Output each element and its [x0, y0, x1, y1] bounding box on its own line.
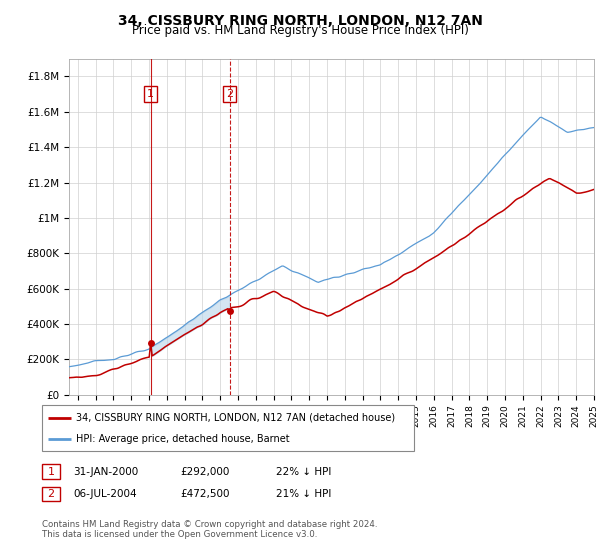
Text: 22% ↓ HPI: 22% ↓ HPI: [276, 466, 331, 477]
Text: 34, CISSBURY RING NORTH, LONDON, N12 7AN: 34, CISSBURY RING NORTH, LONDON, N12 7AN: [118, 14, 482, 28]
Text: 06-JUL-2004: 06-JUL-2004: [73, 489, 137, 499]
Text: Price paid vs. HM Land Registry's House Price Index (HPI): Price paid vs. HM Land Registry's House …: [131, 24, 469, 36]
Text: £472,500: £472,500: [180, 489, 229, 499]
Text: 1: 1: [47, 466, 55, 477]
Text: 1: 1: [147, 89, 154, 99]
Text: 21% ↓ HPI: 21% ↓ HPI: [276, 489, 331, 499]
Text: 2: 2: [47, 489, 55, 499]
Text: Contains HM Land Registry data © Crown copyright and database right 2024.
This d: Contains HM Land Registry data © Crown c…: [42, 520, 377, 539]
Text: £292,000: £292,000: [180, 466, 229, 477]
Text: 31-JAN-2000: 31-JAN-2000: [73, 466, 139, 477]
Text: HPI: Average price, detached house, Barnet: HPI: Average price, detached house, Barn…: [76, 435, 289, 444]
Text: 34, CISSBURY RING NORTH, LONDON, N12 7AN (detached house): 34, CISSBURY RING NORTH, LONDON, N12 7AN…: [76, 413, 395, 423]
Text: 2: 2: [226, 89, 233, 99]
